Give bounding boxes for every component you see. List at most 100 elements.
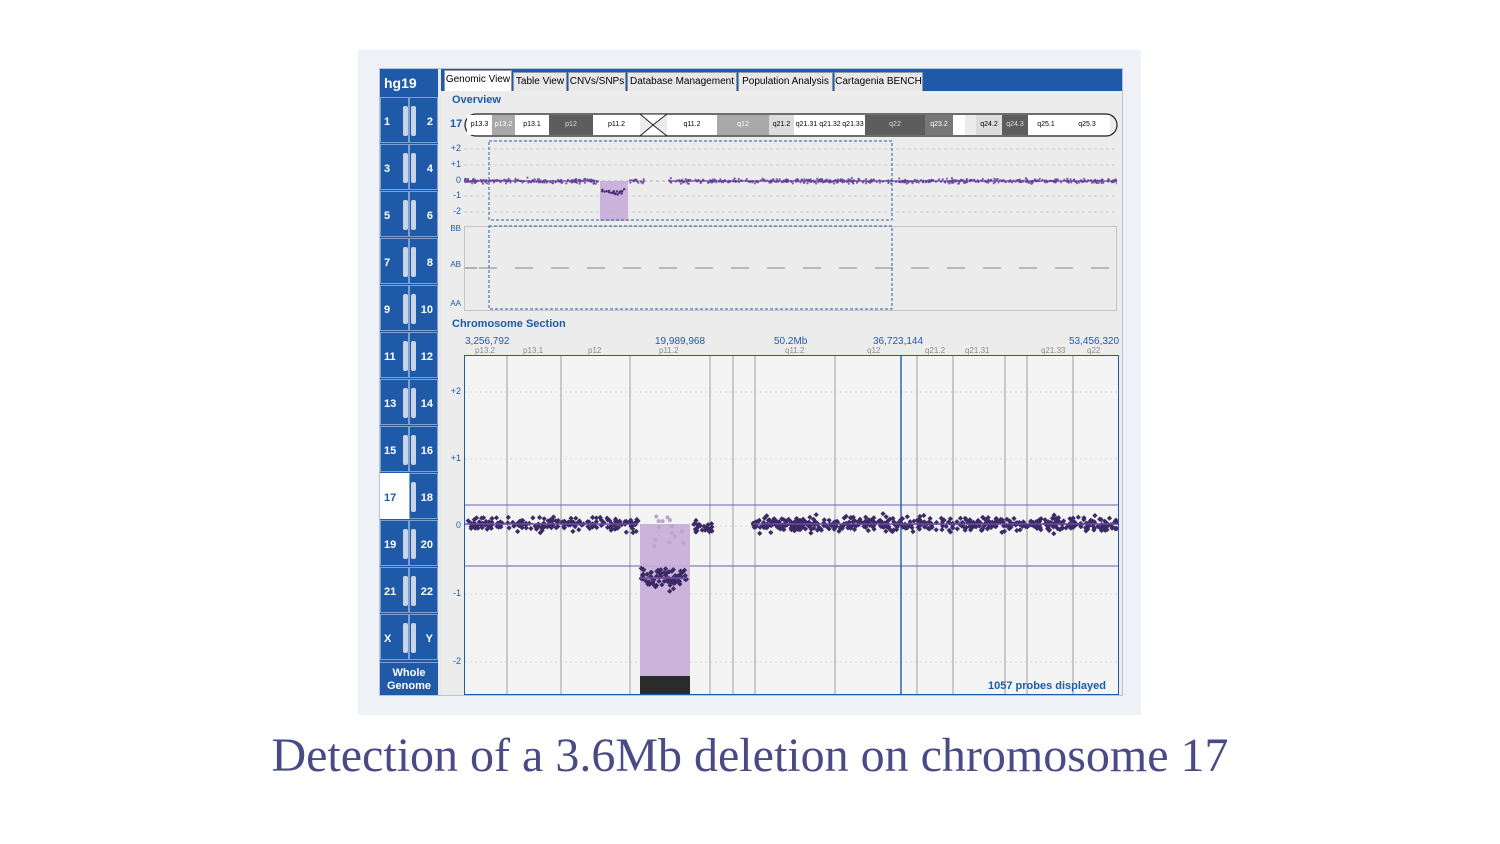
chromosome-button-14[interactable]: 14 [409, 379, 438, 425]
band-q21-31: q21.31 [794, 115, 819, 135]
chromosome-button-y[interactable]: Y [409, 614, 438, 660]
section-probe-marker [648, 570, 654, 576]
section-probe-marker [910, 529, 916, 535]
chromosome-label: 9 [384, 304, 391, 316]
tab-cartagenia-bench[interactable]: Cartagenia BENCH [834, 72, 923, 91]
section-probe-marker [757, 530, 763, 536]
overview-b-allele-plot[interactable] [464, 226, 1117, 311]
section-probe-marker [658, 567, 664, 573]
chromosome-label: 15 [384, 445, 397, 457]
overview-probe-dot [847, 178, 850, 181]
whole-genome-button[interactable]: Whole Genome [380, 662, 438, 695]
overview-cn-tick: +2 [450, 143, 461, 153]
chromosome-button-1[interactable]: 1 [380, 97, 409, 143]
chromosome-button-5[interactable]: 5 [380, 191, 409, 237]
section-probe-marker [573, 515, 579, 521]
overview-cn-tick: +1 [450, 159, 461, 169]
chromosome-button-8[interactable]: 8 [409, 238, 438, 284]
section-probe-marker [993, 523, 999, 529]
chromosome-thumbnail-icon [411, 576, 416, 606]
overview-probe-dot [957, 182, 960, 185]
section-faint-probe [669, 524, 674, 529]
tab-database-management[interactable]: Database Management [627, 72, 737, 91]
chromosome-button-10[interactable]: 10 [409, 285, 438, 331]
section-probe-marker [555, 517, 561, 524]
overview-probe-dot [526, 176, 529, 179]
chromosome-thumbnail-icon [411, 247, 416, 277]
section-probe-marker [859, 520, 865, 526]
chromosome-thumbnail-icon [411, 529, 416, 559]
overview-probe-dot [669, 177, 672, 180]
tab-table-view[interactable]: Table View [513, 72, 567, 91]
section-probe-marker [831, 526, 837, 532]
section-probe-marker [528, 525, 534, 532]
chromosome-button-13[interactable]: 13 [380, 379, 409, 425]
band-q23-2: q23.2 [925, 115, 953, 135]
overview-probe-dot [994, 178, 998, 181]
chromosome-thumbnail-icon [411, 482, 416, 512]
section-probe-marker [857, 516, 863, 522]
chromosome-button-2[interactable]: 2 [409, 97, 438, 143]
overview-probe-dot [642, 180, 645, 183]
section-probe-marker [999, 529, 1005, 535]
overview-probe-dot [565, 182, 568, 185]
band-q24-3: q24.3 [1002, 115, 1028, 135]
chromosome-button-22[interactable]: 22 [409, 567, 438, 613]
section-probe-marker [889, 529, 895, 535]
section-probe-marker [475, 525, 481, 531]
chromosome-button-17[interactable]: 17 [380, 473, 409, 519]
overview-probe-dot [904, 178, 907, 181]
chromosome-button-21[interactable]: 21 [380, 567, 409, 613]
chromosome-button-6[interactable]: 6 [409, 191, 438, 237]
section-position-label: 53,456,320 [1069, 336, 1120, 347]
chromosome-button-3[interactable]: 3 [380, 144, 409, 190]
chromosome-button-15[interactable]: 15 [380, 426, 409, 472]
chromosome-thumbnail-icon [403, 623, 408, 653]
section-probe-marker [753, 522, 759, 528]
section-probe-marker [891, 527, 897, 533]
tab-genomic-view[interactable]: Genomic View [444, 70, 512, 91]
overview-probe-dot [973, 178, 976, 181]
tab-cnvs-snps[interactable]: CNVs/SNPs [568, 72, 626, 91]
chromosome-button-16[interactable]: 16 [409, 426, 438, 472]
section-probe-marker [968, 527, 974, 533]
section-title: Chromosome Section [452, 318, 566, 330]
section-probe-marker [661, 578, 667, 584]
deletion-marker-bar [640, 676, 690, 694]
overview-probe-dot [981, 177, 984, 181]
section-probe-marker [897, 517, 903, 523]
section-probe-marker [1008, 524, 1014, 530]
overview-copy-number-plot[interactable] [464, 140, 1117, 222]
section-probe-marker [1089, 518, 1095, 524]
chromosome-ideogram[interactable]: 17 p13.3 p13.2 p13.1 p12 p11.2 q11.2 q12 q21.2 q… [441, 113, 1122, 137]
section-probe-marker [933, 527, 939, 533]
overview-probe-dot [702, 178, 705, 181]
chromosome-thumbnail-icon [403, 200, 408, 230]
overview-probe-dot [872, 178, 875, 181]
section-faint-probe [652, 543, 657, 548]
chromosome-button-4[interactable]: 4 [409, 144, 438, 190]
chromosome-button-19[interactable]: 19 [380, 520, 409, 566]
section-probe-marker [517, 518, 523, 524]
tab-population-analysis[interactable]: Population Analysis [738, 72, 833, 91]
section-probe-marker [1112, 525, 1118, 531]
overview-probe-dot [898, 177, 901, 180]
band-q21-33: q21.33 [841, 115, 865, 135]
chromosome-button-20[interactable]: 20 [409, 520, 438, 566]
band-p13-2: p13.2 [492, 115, 515, 135]
section-faint-probe [656, 525, 661, 530]
chromosome-button-11[interactable]: 11 [380, 332, 409, 378]
overview-probe-dot [997, 181, 1000, 184]
chromosome-button-18[interactable]: 18 [409, 473, 438, 519]
overview-probe-dot [1044, 181, 1047, 184]
chromosome-button-12[interactable]: 12 [409, 332, 438, 378]
chromosome-button-7[interactable]: 7 [380, 238, 409, 284]
section-probe-marker [799, 519, 805, 525]
chromosome-section-plot[interactable]: 1057 probes displayed [464, 355, 1119, 695]
section-band-label: q21.33 [1041, 346, 1066, 355]
chromosome-button-x[interactable]: X [380, 614, 409, 660]
section-probe-marker [786, 516, 792, 522]
tab-bar: Genomic View Table View CNVs/SNPs Database … [441, 69, 1122, 91]
chromosome-button-9[interactable]: 9 [380, 285, 409, 331]
overview-probe-dot [907, 181, 910, 184]
